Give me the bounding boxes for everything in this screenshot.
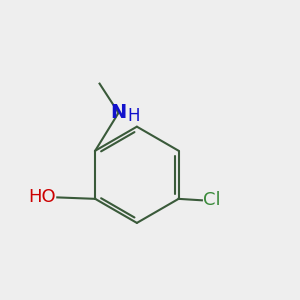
Text: HO: HO <box>28 188 56 206</box>
Text: Cl: Cl <box>203 191 220 209</box>
Text: H: H <box>127 107 140 125</box>
Text: N: N <box>110 103 127 122</box>
